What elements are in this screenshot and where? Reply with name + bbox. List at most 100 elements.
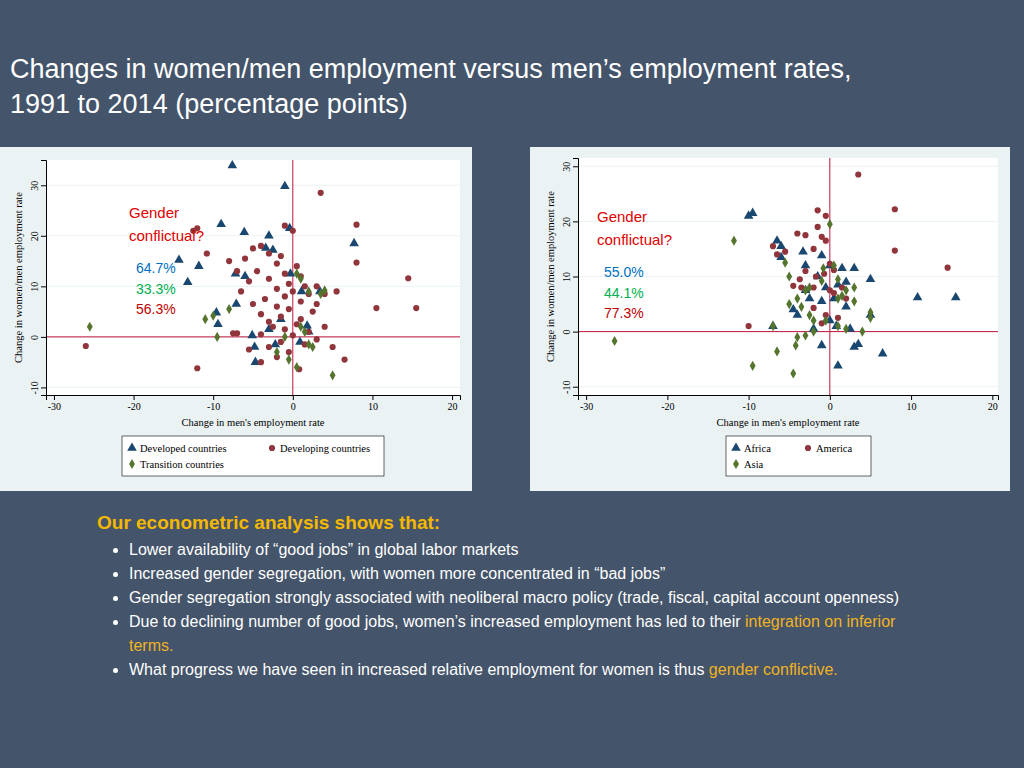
tick-label: 30 <box>561 162 572 172</box>
tick-label: 10 <box>29 282 40 292</box>
point <box>286 355 292 365</box>
point <box>258 359 264 365</box>
point <box>823 213 829 219</box>
tick: 10 <box>29 282 46 292</box>
point <box>798 302 804 312</box>
tick: 0 <box>291 395 296 412</box>
point <box>774 251 780 257</box>
point <box>405 275 411 281</box>
tick: 0 <box>29 335 46 340</box>
point <box>278 253 284 259</box>
annotation-value: 44.1% <box>604 285 644 301</box>
tick-mark <box>911 395 912 400</box>
bullet: Gender segregation strongly associated w… <box>129 586 942 610</box>
point <box>827 219 833 229</box>
bullet: Due to declining number of good jobs, wo… <box>129 610 942 658</box>
point <box>278 339 284 345</box>
point <box>851 296 857 306</box>
bullet-text: Gender segregation strongly associated w… <box>129 589 899 606</box>
legend-marker <box>129 459 135 469</box>
point <box>286 281 292 287</box>
tick: -10 <box>29 381 46 394</box>
legend-box <box>122 436 384 476</box>
tick-label: -10 <box>561 381 572 394</box>
point <box>262 296 268 302</box>
tick-mark <box>372 395 373 400</box>
point <box>341 357 347 363</box>
point <box>851 282 857 292</box>
point <box>790 283 796 289</box>
tick-label: -30 <box>580 401 593 412</box>
point <box>770 321 776 331</box>
grid <box>46 185 460 387</box>
point <box>266 319 272 325</box>
point <box>210 311 216 321</box>
bullet: What progress we have seen in increased … <box>129 658 942 682</box>
legend-marker <box>733 459 739 469</box>
tick: 0 <box>828 395 833 412</box>
tick: 20 <box>29 231 46 241</box>
point <box>612 336 618 346</box>
bullet-highlight: gender conflictive. <box>709 661 838 678</box>
point <box>227 160 237 168</box>
point <box>892 248 898 254</box>
y-axis-title: Change in women/men employment rate <box>545 191 556 362</box>
point <box>264 230 274 238</box>
point <box>823 315 829 325</box>
tick: -20 <box>127 395 140 412</box>
point <box>298 322 304 332</box>
point <box>238 288 244 294</box>
point <box>194 365 200 371</box>
legend-label: Developed countries <box>140 443 227 454</box>
bullet-text: What progress we have seen in increased … <box>129 661 709 678</box>
point <box>810 246 816 252</box>
point <box>801 260 811 268</box>
tick-label: 10 <box>561 272 572 282</box>
tick-label: -10 <box>742 401 755 412</box>
point <box>330 344 336 350</box>
tick-mark <box>41 387 46 388</box>
point <box>841 276 851 284</box>
point <box>302 283 308 289</box>
point <box>274 286 280 292</box>
grid-line <box>46 286 460 287</box>
tick-mark <box>41 236 46 237</box>
point <box>298 316 304 322</box>
point <box>240 271 250 279</box>
tick: 20 <box>561 217 578 227</box>
point <box>833 360 843 368</box>
tick-label: -10 <box>29 381 40 394</box>
point <box>810 305 816 311</box>
point <box>859 327 865 337</box>
point <box>807 282 813 292</box>
point <box>250 301 256 307</box>
tick-label: 10 <box>368 401 378 412</box>
axis-line <box>579 396 999 401</box>
point <box>202 314 208 324</box>
tick-label: 20 <box>988 401 998 412</box>
point <box>349 238 359 246</box>
point <box>213 319 223 327</box>
reference-line <box>578 331 998 332</box>
point <box>353 222 359 228</box>
bullet: Increased gender segregation, with women… <box>129 562 942 586</box>
tick-mark <box>573 332 578 333</box>
point <box>282 223 288 229</box>
series <box>83 190 420 373</box>
point <box>807 310 813 320</box>
point <box>266 276 272 282</box>
y-axis: -100102030 <box>29 161 47 396</box>
tick-label: -20 <box>127 401 140 412</box>
legend-marker <box>805 445 811 451</box>
legend-label: Asia <box>744 459 764 470</box>
point <box>853 339 863 347</box>
point <box>334 288 340 294</box>
point <box>247 330 257 338</box>
point <box>843 324 849 334</box>
series <box>746 171 951 329</box>
annotation: conflictual? <box>597 231 672 248</box>
point <box>831 260 837 270</box>
tick-label: -20 <box>661 401 674 412</box>
point <box>817 340 827 348</box>
tick-label: 0 <box>291 401 296 412</box>
